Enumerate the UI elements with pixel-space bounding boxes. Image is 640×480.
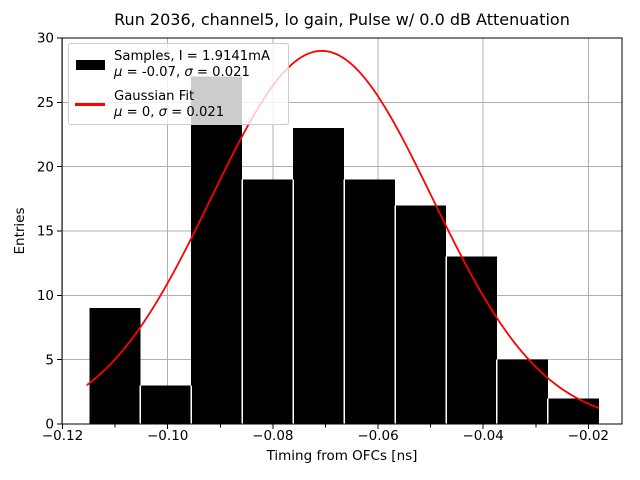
- y-tick-label: 15: [37, 224, 54, 240]
- y-axis-label: Entries: [12, 207, 28, 254]
- x-tick-label: −0.04: [462, 428, 503, 444]
- histogram-bar: [293, 128, 345, 425]
- gaussian-fit-swatch: [75, 103, 105, 106]
- y-tick-label: 20: [37, 159, 54, 175]
- x-tick-label: −0.10: [147, 428, 188, 444]
- legend-entry-samples: Samples, I = 1.9141mA μ = -0.07, σ = 0.0…: [75, 49, 282, 80]
- axis-ticks: [57, 37, 589, 429]
- chart-title: Run 2036, channel5, lo gain, Pulse w/ 0.…: [114, 10, 570, 29]
- legend-entry-gaussian: Gaussian Fit μ = 0, σ = 0.021: [75, 89, 282, 120]
- gaussian-fit-curve: [86, 49, 600, 409]
- x-tick-label: −0.08: [252, 428, 293, 444]
- legend-entry-samples-text: Samples, I = 1.9141mA μ = -0.07, σ = 0.0…: [114, 49, 270, 80]
- legend: Samples, I = 1.9141mA μ = -0.07, σ = 0.0…: [68, 43, 289, 125]
- x-tick-label: −0.12: [42, 428, 83, 444]
- histogram-bar: [242, 179, 294, 424]
- y-tick-label: 5: [45, 352, 54, 368]
- legend-swatch-column: [75, 59, 114, 70]
- histogram-bar: [89, 308, 141, 424]
- histogram-bars: [89, 76, 599, 425]
- legend-samples-stats: μ = -0.07, σ = 0.021: [114, 64, 250, 80]
- y-tick-label: 25: [37, 95, 54, 111]
- legend-swatch-column: [75, 103, 114, 106]
- legend-gaussian-stats: μ = 0, σ = 0.021: [114, 104, 225, 120]
- y-tick-label: 30: [37, 31, 54, 47]
- x-tick-label: −0.06: [357, 428, 398, 444]
- x-tick-label: −0.02: [568, 428, 609, 444]
- histogram-bar: [140, 385, 192, 424]
- y-tick-label: 0: [45, 417, 54, 433]
- y-tick-label: 10: [37, 288, 54, 304]
- histogram-bar: [191, 76, 243, 424]
- histogram-bar: [496, 359, 548, 424]
- histogram-bar: [547, 398, 599, 424]
- legend-samples-label: Samples, I = 1.9141mA: [114, 49, 271, 64]
- histogram-bar: [344, 179, 396, 424]
- tick-labels: −0.12 −0.10 −0.08 −0.06 −0.04 −0.02 0 5 10 15 20 25…: [37, 31, 609, 444]
- histogram-bar: [446, 256, 497, 424]
- histogram-swatch: [76, 59, 105, 70]
- x-axis-label: Timing from OFCs [ns]: [266, 448, 418, 464]
- legend-entry-gaussian-text: Gaussian Fit μ = 0, σ = 0.021: [114, 89, 224, 120]
- legend-gaussian-label: Gaussian Fit: [114, 89, 195, 104]
- histogram-bar: [395, 205, 447, 424]
